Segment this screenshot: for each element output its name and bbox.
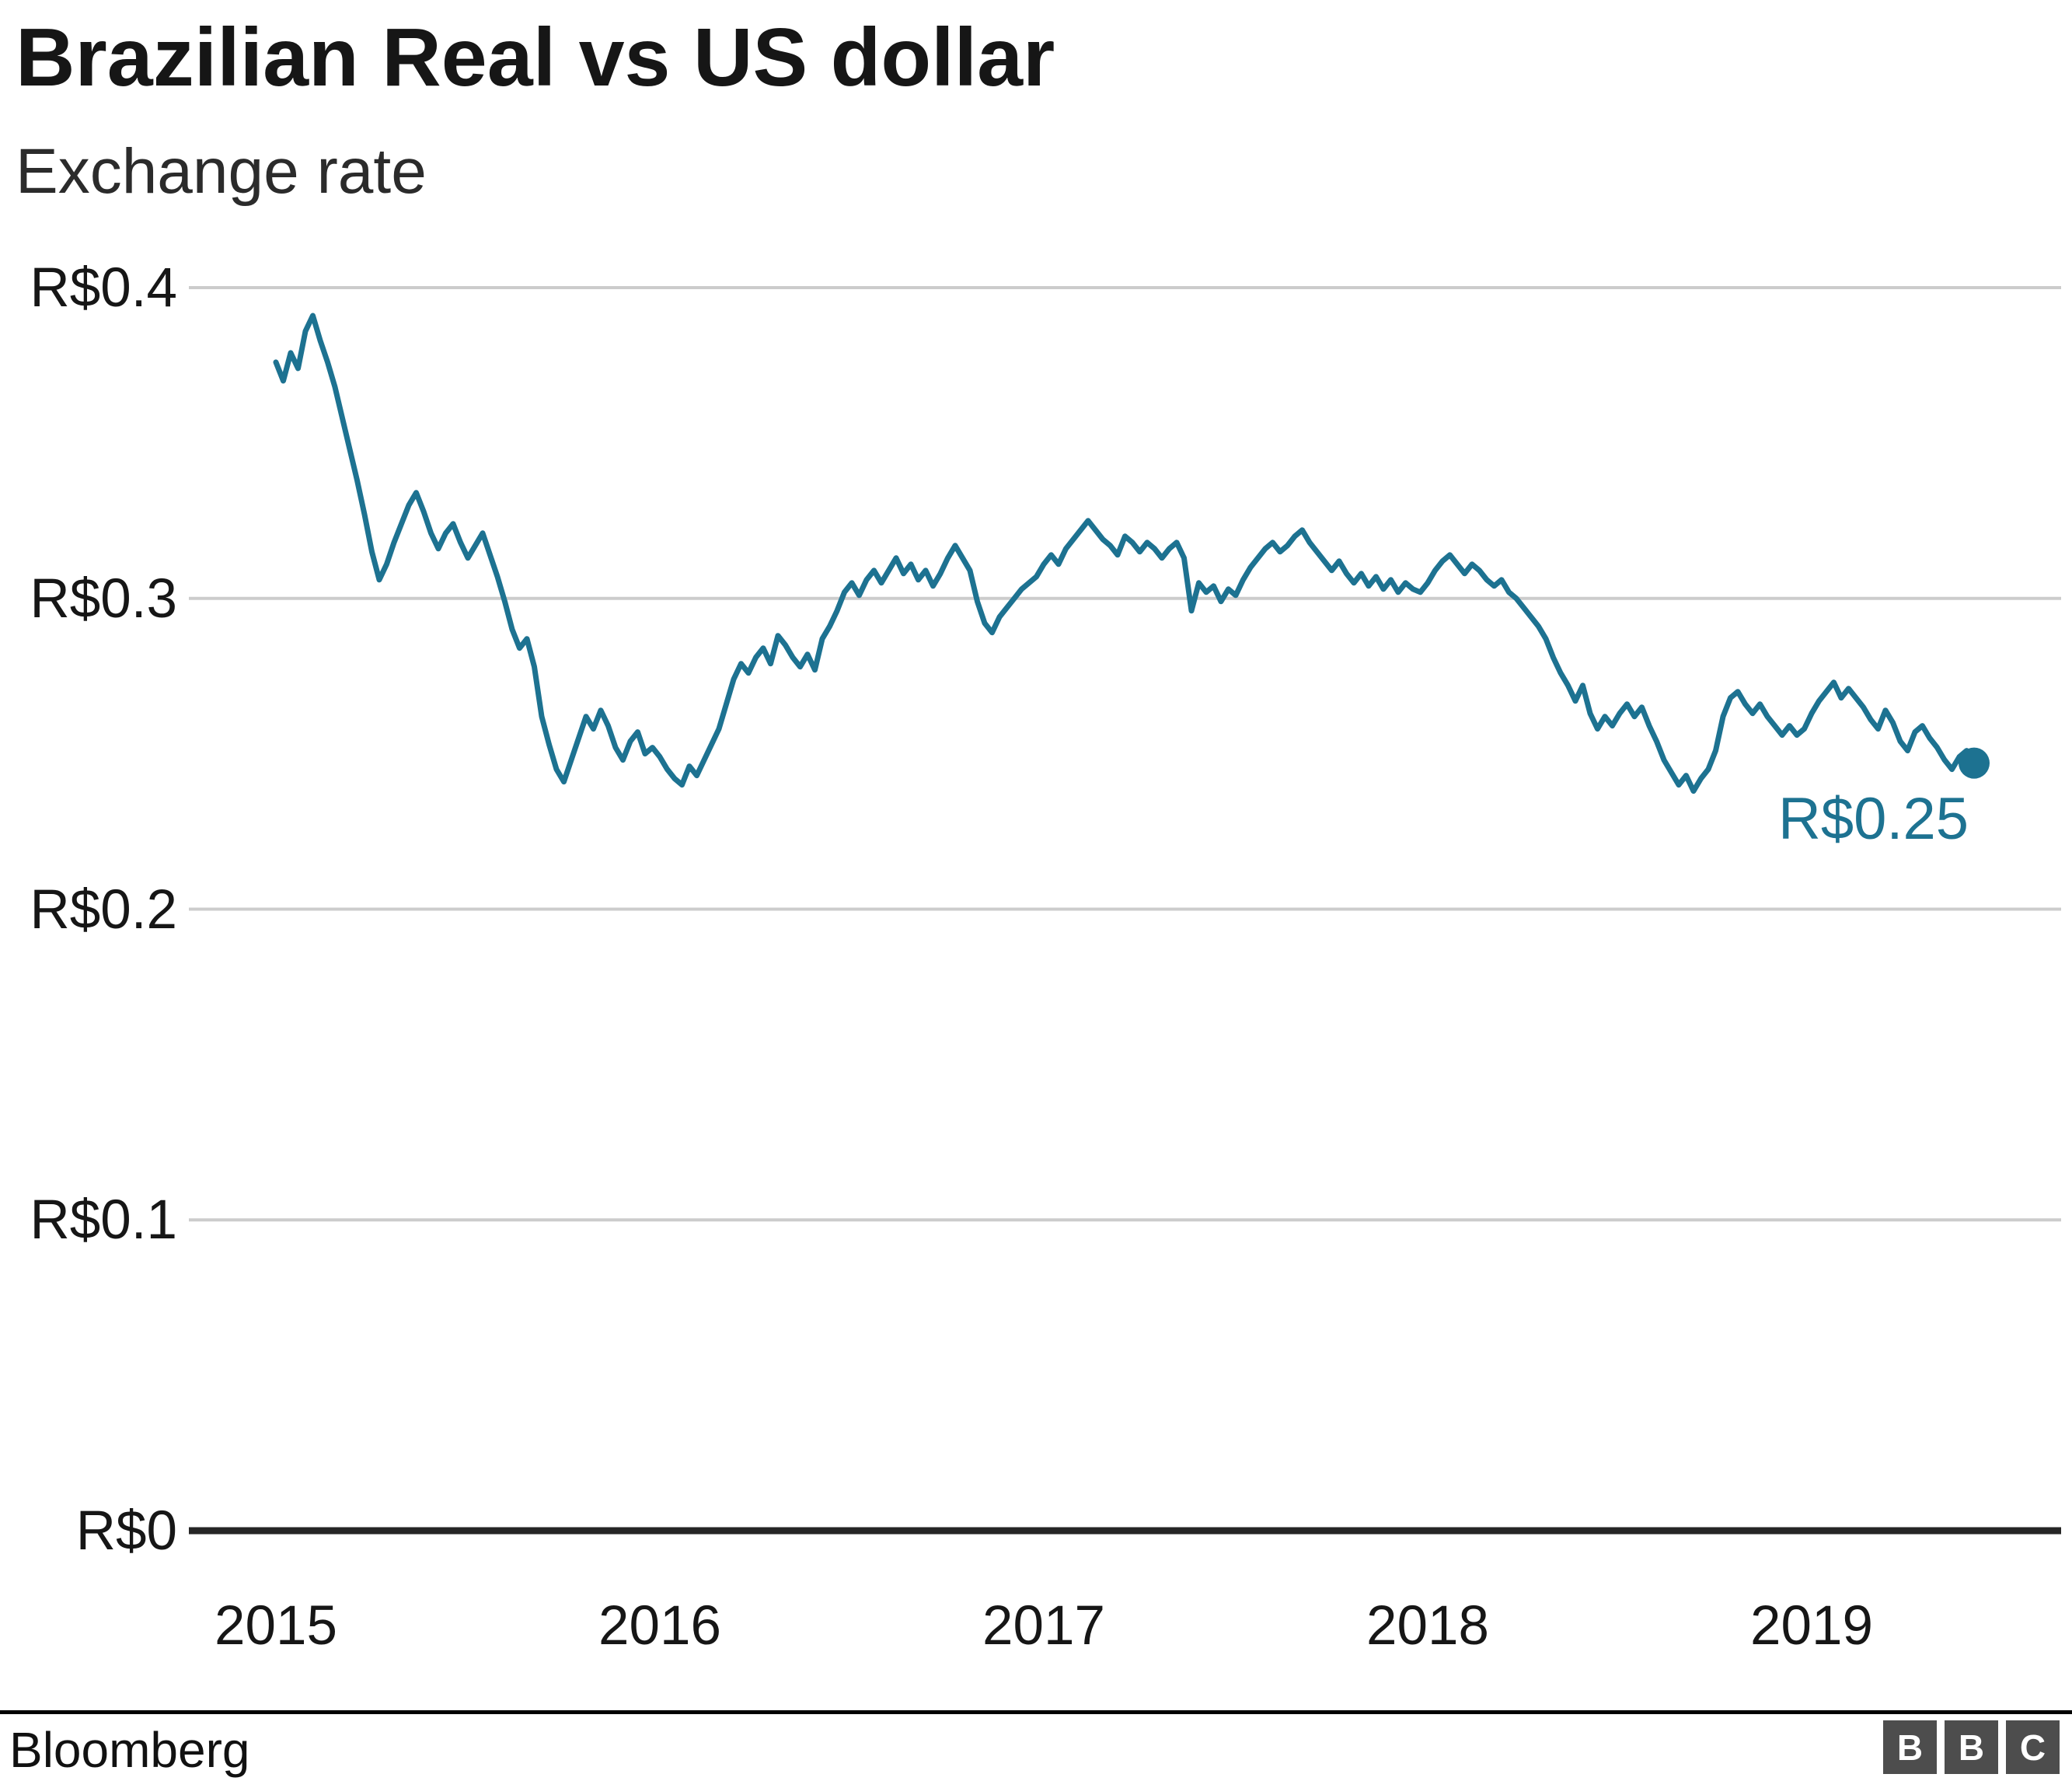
chart-subtitle: Exchange rate — [16, 136, 427, 207]
end-value-label: R$0.25 — [1778, 786, 1969, 852]
x-tick-label: 2019 — [1750, 1595, 1873, 1657]
footer-divider — [0, 1710, 2072, 1714]
y-tick-label: R$0 — [75, 1500, 177, 1562]
chart-title: Brazilian Real vs US dollar — [16, 12, 1055, 103]
bbc-logo-letter-b1: B — [1883, 1720, 1937, 1774]
y-tick-label: R$0.1 — [30, 1189, 177, 1252]
bbc-logo-letter-c: C — [2006, 1720, 2060, 1774]
y-tick-label: R$0.2 — [30, 878, 177, 941]
end-point-marker — [1959, 747, 1990, 779]
x-tick-label: 2015 — [215, 1595, 337, 1657]
x-tick-label: 2017 — [982, 1595, 1105, 1657]
bbc-logo: B B C — [1883, 1720, 2060, 1774]
exchange-rate-line — [273, 313, 1977, 794]
y-tick-label: R$0.4 — [30, 257, 177, 319]
bbc-logo-letter-b2: B — [1945, 1720, 1998, 1774]
source-label: Bloomberg — [9, 1722, 250, 1778]
x-tick-label: 2018 — [1366, 1595, 1489, 1657]
x-tick-label: 2016 — [598, 1595, 721, 1657]
y-tick-label: R$0.3 — [30, 567, 177, 630]
